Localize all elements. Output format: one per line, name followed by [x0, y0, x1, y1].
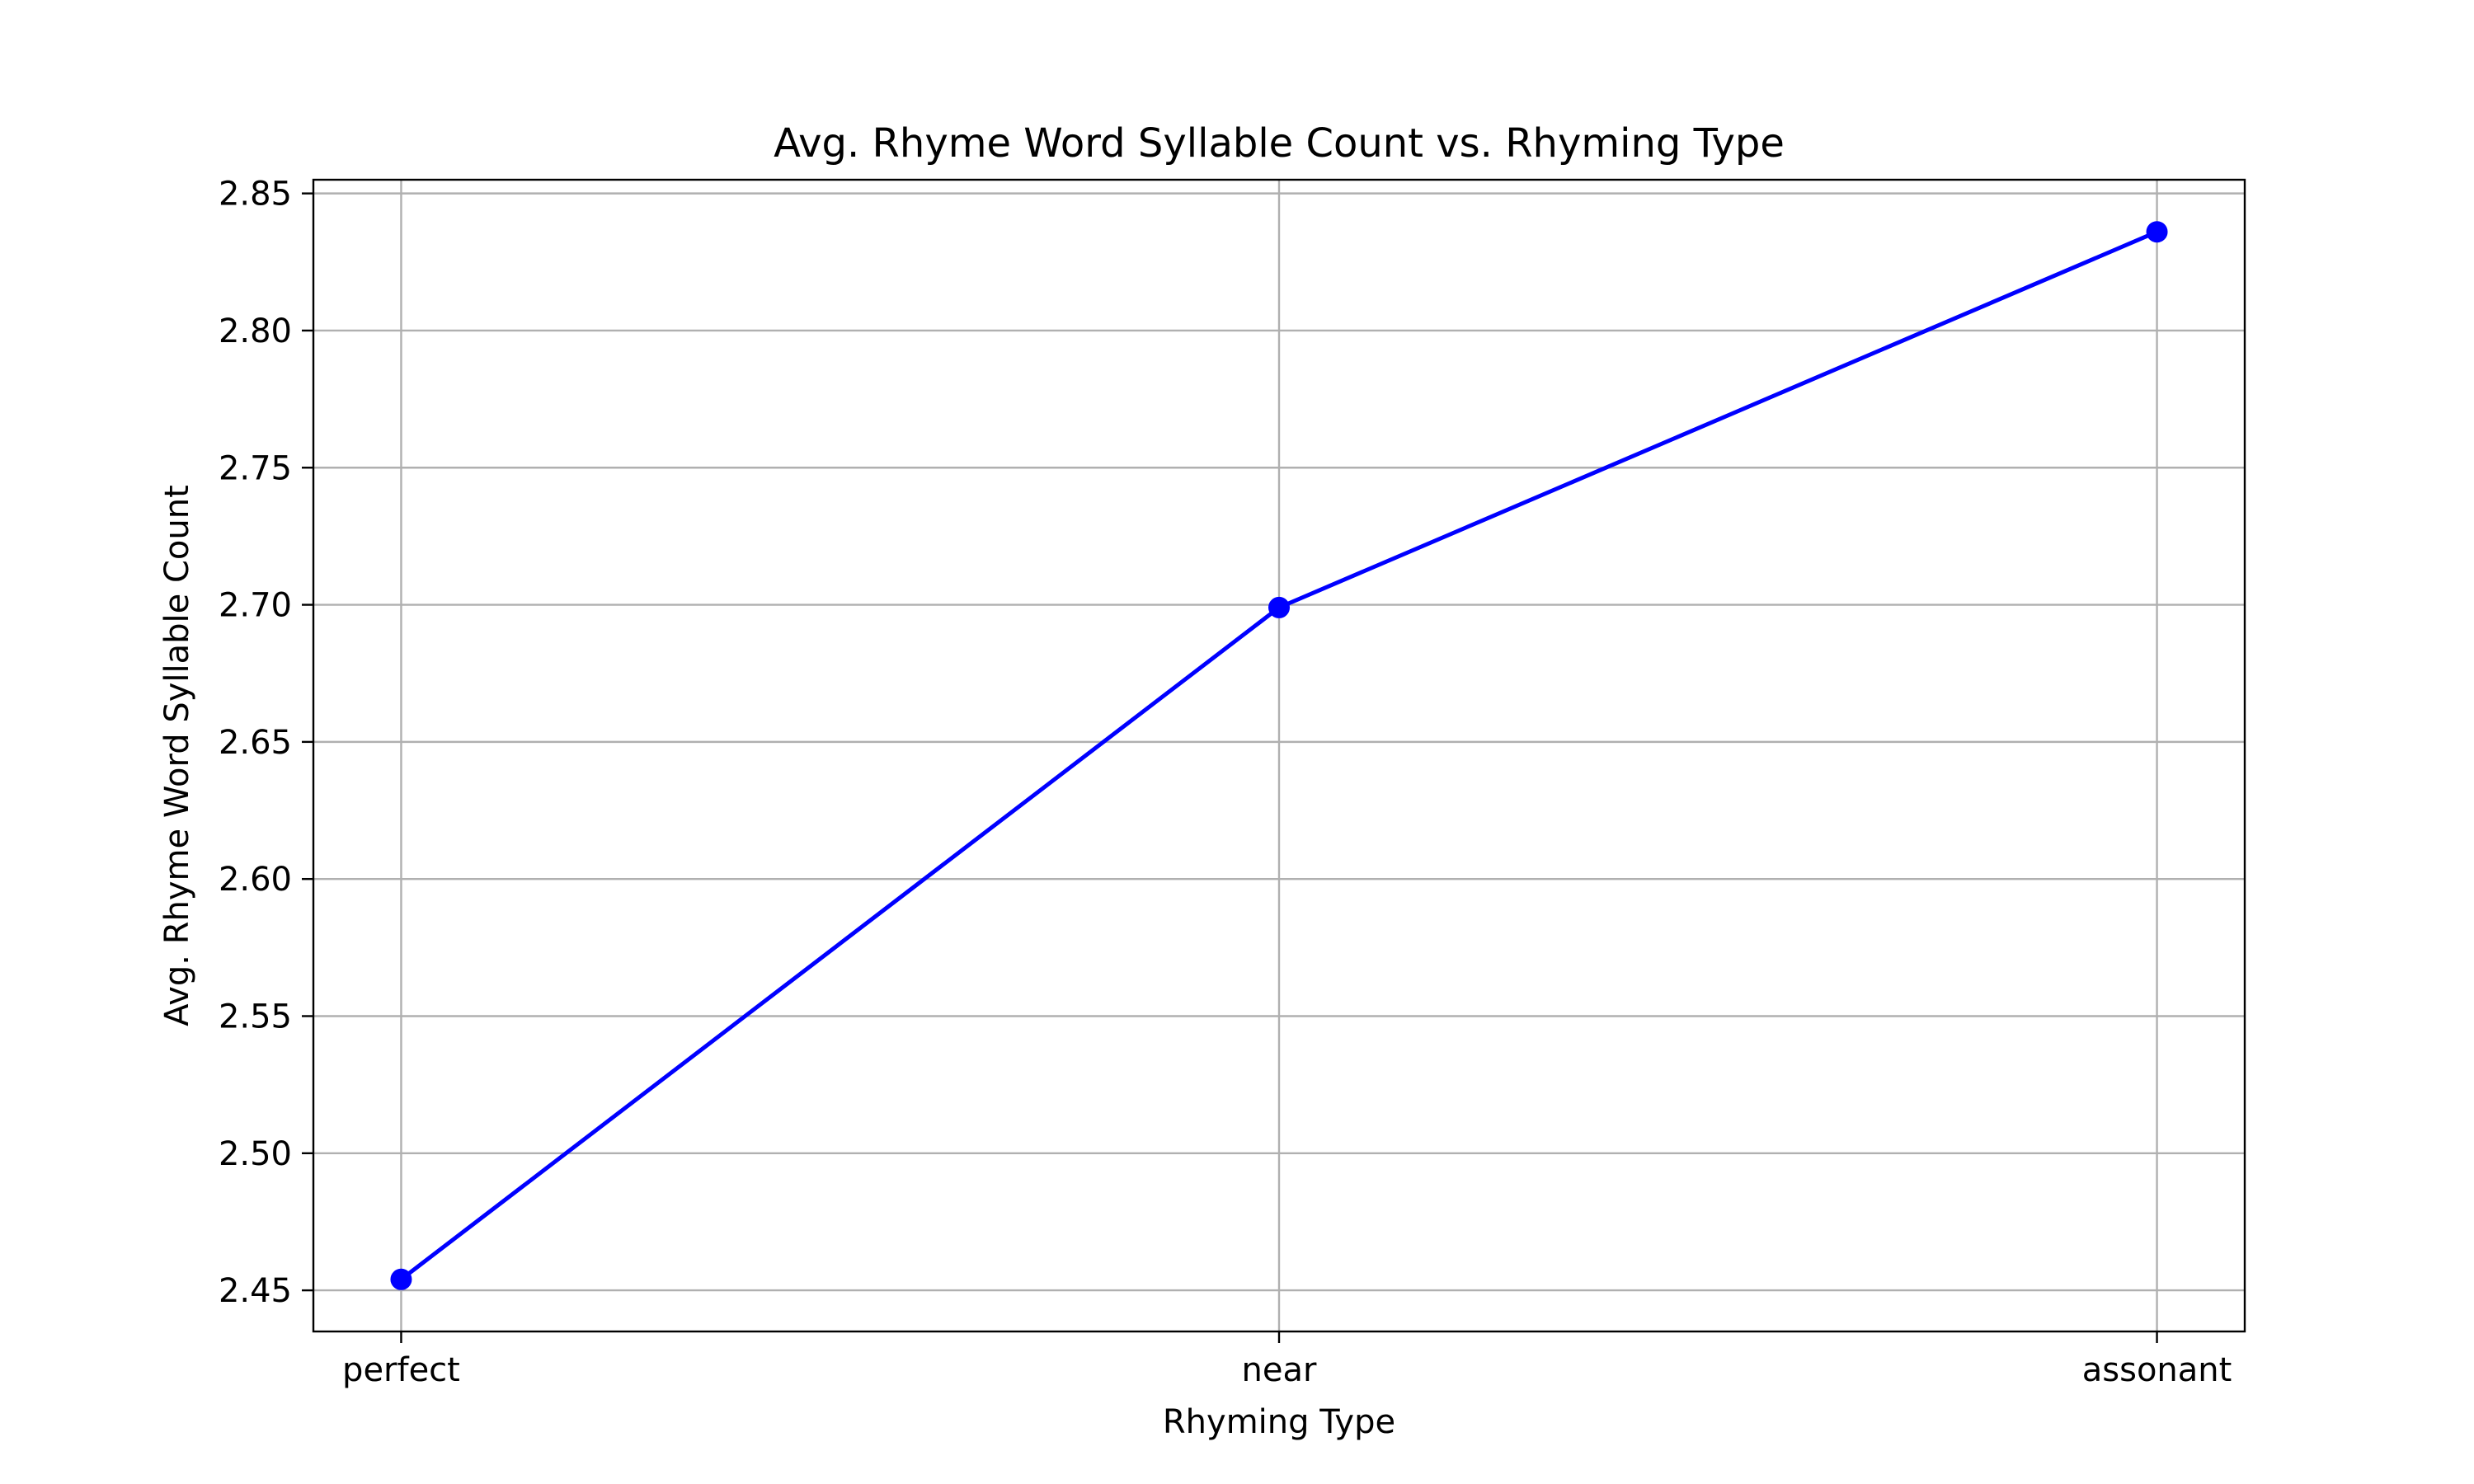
x-tick-label: near — [1242, 1351, 1317, 1389]
x-axis-label: Rhyming Type — [1163, 1403, 1395, 1441]
x-tick-label: perfect — [342, 1351, 460, 1389]
data-point — [1268, 596, 1290, 618]
y-tick-label: 2.80 — [219, 312, 292, 350]
data-point — [390, 1268, 412, 1290]
y-tick-label: 2.65 — [219, 724, 292, 762]
grid — [313, 180, 2245, 1331]
data-point — [2146, 221, 2168, 243]
y-tick-label: 2.75 — [219, 449, 292, 487]
y-tick-label: 2.45 — [219, 1272, 292, 1310]
y-axis-label: Avg. Rhyme Word Syllable Count — [158, 485, 196, 1026]
y-tick-label: 2.50 — [219, 1135, 292, 1173]
ticks: 2.45 2.50 2.55 2.60 2.65 2.70 2.75 2.80 2.85 perf… — [219, 176, 2232, 1389]
y-tick-label: 2.70 — [219, 587, 292, 625]
series-layer — [390, 221, 2168, 1290]
y-tick-label: 2.55 — [219, 998, 292, 1036]
y-tick-label: 2.85 — [219, 176, 292, 214]
chart-title: Avg. Rhyme Word Syllable Count vs. Rhymi… — [774, 120, 1785, 167]
y-tick-label: 2.60 — [219, 861, 292, 899]
x-tick-label: assonant — [2082, 1351, 2232, 1389]
